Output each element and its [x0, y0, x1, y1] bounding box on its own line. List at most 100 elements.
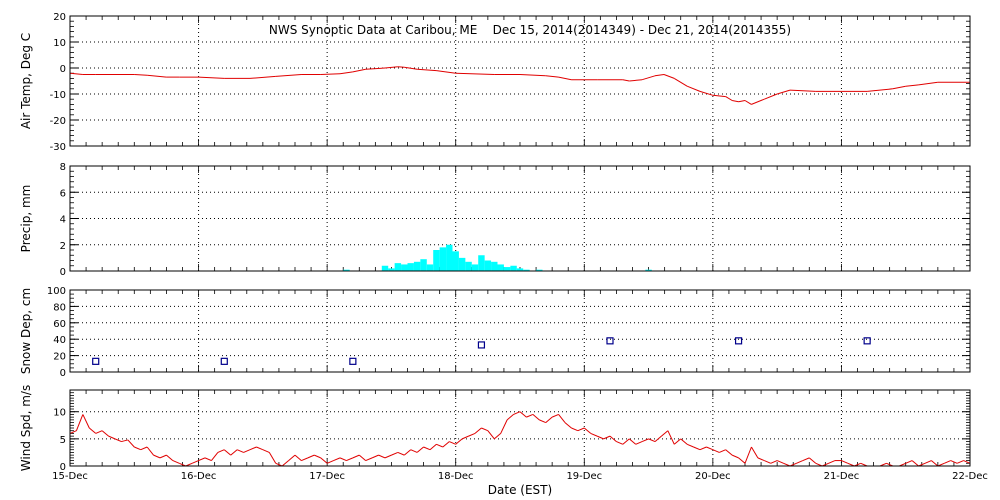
- air-temp-segment: [686, 85, 701, 92]
- wind-speed-segment: [468, 432, 476, 437]
- y-tick-label: 5: [60, 435, 66, 446]
- wind-speed-segment: [506, 414, 514, 421]
- air-temp-segment: [384, 66, 398, 69]
- precip-bar: [478, 255, 485, 271]
- wind-speed-segment: [776, 460, 784, 464]
- wind-speed-segment: [320, 457, 328, 464]
- snow-depth-point: [92, 357, 100, 365]
- wind-speed-segment: [211, 452, 219, 461]
- wind-speed-segment: [114, 438, 122, 443]
- air-temp-segment: [744, 100, 752, 105]
- air-temp-segment: [905, 84, 919, 87]
- y-tick-label: 0: [60, 462, 66, 473]
- y-tick-label: 4: [60, 215, 66, 226]
- wind-speed-segment: [442, 441, 450, 448]
- precip-bar: [433, 250, 440, 271]
- wind-speed-segment: [545, 416, 553, 423]
- wind-speed-segment: [680, 438, 688, 445]
- wind-speed-segment: [673, 438, 682, 445]
- y-tick-label: -30: [50, 142, 66, 153]
- wind-speed-segment: [294, 454, 302, 461]
- snow-depth-point: [349, 357, 357, 365]
- precip-bar: [388, 268, 395, 271]
- x-tick-label: 21-Dec: [824, 471, 860, 482]
- wind-speed-segment: [963, 460, 971, 464]
- precip-bar: [343, 269, 350, 271]
- air-temp-segment: [867, 88, 893, 92]
- wind-speed-segment: [268, 452, 277, 464]
- air-temp-segment: [712, 94, 726, 98]
- wind-speed-segment: [719, 449, 726, 453]
- y-tick-label: 10: [53, 408, 66, 419]
- air-temp-panel: 20 10 0 -10 -20 -30 Air Temp, Deg C: [19, 12, 971, 153]
- precip-bar: [458, 257, 466, 271]
- wind-speed-segment: [436, 443, 444, 448]
- wind-speed-segment: [622, 438, 630, 445]
- wind-speed-segment: [281, 460, 289, 467]
- precip-bar: [452, 251, 459, 271]
- precip-bar: [497, 264, 504, 271]
- wind-speed-segment: [455, 438, 463, 445]
- y-tick-label: 8: [60, 162, 66, 173]
- y-tick-label: 2: [60, 241, 66, 252]
- x-tick-label: 17-Dec: [309, 471, 345, 482]
- wind-speed-segment: [172, 460, 180, 464]
- wind-speed-segment: [744, 446, 752, 464]
- air-temp-segment: [545, 75, 559, 78]
- wind-speed-segment: [628, 438, 637, 445]
- snow-depth-point: [606, 337, 614, 345]
- wind-speed-segment: [301, 457, 309, 462]
- wind-speed-segment: [82, 414, 90, 429]
- wind-speed-segment: [931, 460, 939, 467]
- precip-bar: [491, 261, 498, 271]
- wind-speed-segment: [307, 454, 315, 459]
- wind-speed-segment: [461, 435, 469, 440]
- wind-speed-segment: [603, 435, 611, 440]
- air-temp-segment: [629, 79, 643, 82]
- air-temp-segment: [320, 73, 341, 75]
- wind-speed-segment: [333, 457, 341, 462]
- wind-speed-segment: [223, 449, 232, 456]
- air-temp-segment: [641, 75, 656, 81]
- wind-speed-segment: [571, 427, 579, 432]
- wind-speed-segment: [539, 419, 546, 424]
- precip-bar: [510, 265, 517, 271]
- air-temp-segment: [558, 76, 572, 81]
- snow-depth-point: [734, 337, 743, 345]
- wind-speed-segment: [146, 446, 154, 456]
- air-temp-segment: [751, 98, 765, 105]
- snow-depth-point: [477, 341, 486, 349]
- wind-speed-segment: [725, 449, 733, 456]
- air-temp-segment: [134, 74, 148, 76]
- snow-depth-point: [863, 337, 871, 345]
- x-tick-label: 16-Dec: [181, 471, 217, 482]
- wind-speed-segment: [924, 460, 932, 464]
- wind-speed-segment: [648, 438, 656, 443]
- wind-speed-segment: [641, 438, 649, 443]
- wind-speed-segment: [764, 460, 771, 464]
- y-tick-label: 80: [53, 302, 66, 313]
- wind-speed-segment: [288, 454, 296, 461]
- wind-speed-segment: [236, 449, 244, 453]
- precip-ylabel: Precip, mm: [19, 185, 33, 253]
- wind-speed-segment: [661, 430, 669, 437]
- wind-speed-segment: [596, 435, 604, 440]
- wind-speed-segment: [686, 443, 694, 448]
- air-temp-segment: [674, 77, 688, 87]
- precip-frame: [69, 165, 971, 272]
- wind-speed-segment: [256, 446, 264, 451]
- y-tick-label: 20: [53, 12, 66, 23]
- wind-speed-segment: [191, 460, 199, 464]
- wind-speed-segment: [905, 460, 913, 464]
- wind-speed-segment: [750, 446, 759, 459]
- wind-speed-segment: [249, 446, 257, 451]
- wind-speed-segment: [706, 446, 714, 451]
- wind-speed-segment: [944, 460, 951, 464]
- wind-speed-segment: [95, 430, 103, 434]
- snow-depth-ylabel: Snow Dep, cm: [19, 288, 33, 374]
- x-tick-label: 18-Dec: [438, 471, 474, 482]
- chart-title: NWS Synoptic Data at Caribou, ME Dec 15,…: [269, 23, 791, 37]
- wind-speed-segment: [108, 435, 116, 440]
- wind-speed-segment: [590, 432, 598, 437]
- wind-speed-segment: [609, 435, 617, 442]
